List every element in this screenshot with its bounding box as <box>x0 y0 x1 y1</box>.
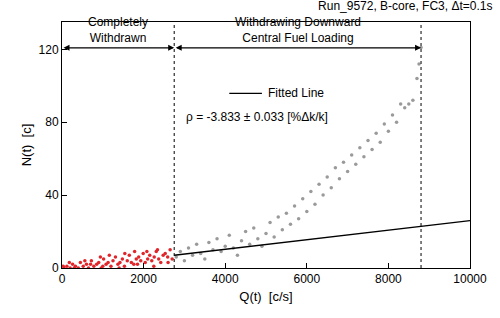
svg-text:Run_9572, B-core, FC3, Δt=0.1s: Run_9572, B-core, FC3, Δt=0.1s <box>318 0 492 13</box>
svg-text:N(t) [c]: N(t) [c] <box>19 124 34 167</box>
svg-text:40: 40 <box>45 188 59 202</box>
svg-text:4000: 4000 <box>212 272 239 286</box>
svg-text:Q(t) [c/s]: Q(t) [c/s] <box>239 289 292 304</box>
svg-text:120: 120 <box>39 43 59 57</box>
svg-text:80: 80 <box>45 115 59 129</box>
svg-text:2000: 2000 <box>130 272 157 286</box>
svg-text:0: 0 <box>52 261 59 275</box>
svg-text:0: 0 <box>59 272 66 286</box>
svg-text:Withdrawing DownwardCentral Fu: Withdrawing DownwardCentral Fuel Loading <box>235 15 361 45</box>
svg-text:CompletelyWithdrawn: CompletelyWithdrawn <box>88 15 148 45</box>
svg-text:Fitted Line: Fitted Line <box>268 86 324 100</box>
svg-text:ρ = -3.833 ± 0.033 [%Δk/k]: ρ = -3.833 ± 0.033 [%Δk/k] <box>186 110 328 124</box>
svg-text:6000: 6000 <box>293 272 320 286</box>
svg-text:10000: 10000 <box>453 272 487 286</box>
svg-text:8000: 8000 <box>375 272 402 286</box>
